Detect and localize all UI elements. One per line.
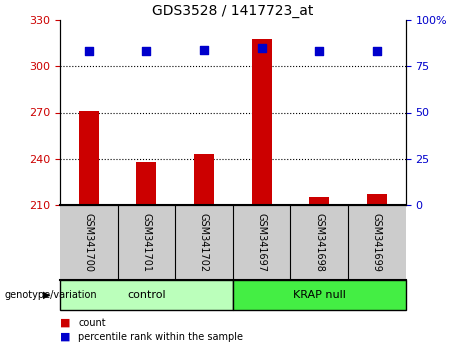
Point [373, 48, 381, 54]
Point [85, 48, 92, 54]
Text: GSM341700: GSM341700 [84, 213, 94, 272]
Point [142, 48, 150, 54]
Text: count: count [78, 318, 106, 328]
Text: control: control [127, 290, 165, 300]
Text: GSM341697: GSM341697 [257, 213, 266, 272]
Text: ■: ■ [60, 318, 71, 328]
Text: ■: ■ [60, 332, 71, 342]
Point [315, 48, 323, 54]
Text: GSM341699: GSM341699 [372, 213, 382, 272]
Bar [194, 154, 214, 205]
Text: ▶: ▶ [43, 290, 51, 300]
Point [200, 47, 207, 52]
Text: GSM341701: GSM341701 [142, 213, 151, 272]
Title: GDS3528 / 1417723_at: GDS3528 / 1417723_at [152, 4, 313, 18]
Text: GSM341698: GSM341698 [314, 213, 324, 272]
Text: percentile rank within the sample: percentile rank within the sample [78, 332, 243, 342]
Text: KRAP null: KRAP null [293, 290, 346, 300]
Text: GSM341702: GSM341702 [199, 213, 209, 272]
Bar [136, 162, 156, 205]
Bar [252, 39, 272, 205]
Text: genotype/variation: genotype/variation [5, 290, 97, 300]
Bar [60, 280, 233, 310]
Bar [367, 194, 387, 205]
Bar [309, 197, 329, 205]
Bar [233, 280, 406, 310]
Bar [79, 111, 99, 205]
Point [258, 45, 266, 51]
